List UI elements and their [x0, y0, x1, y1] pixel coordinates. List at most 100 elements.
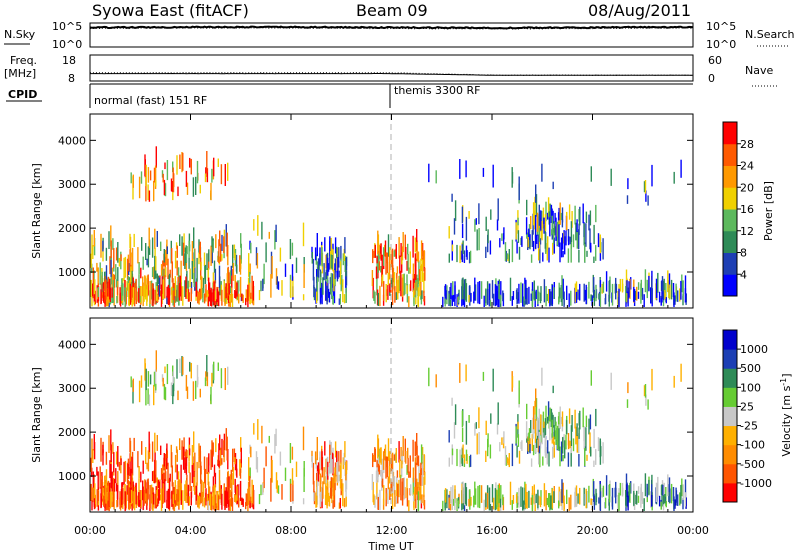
power-echo	[518, 176, 520, 201]
freq-unit-label: [MHz]	[4, 67, 36, 80]
velocity-echo	[156, 490, 158, 505]
velocity-colorbar-label-sup: -1	[779, 378, 788, 386]
power-echo	[448, 226, 450, 239]
velocity-echo	[226, 497, 229, 504]
velocity-echo	[468, 498, 470, 507]
power-echo	[574, 205, 576, 225]
nsearch-label: N.Search	[745, 28, 795, 41]
power-echo	[208, 282, 211, 302]
velocity-echo	[185, 457, 188, 467]
power-echo	[422, 250, 424, 265]
power-echo	[271, 256, 273, 279]
velocity-echo	[396, 482, 398, 504]
power-echo	[597, 233, 600, 248]
velocity-echo	[525, 483, 527, 504]
velocity-echo	[240, 463, 242, 473]
power-echo	[314, 247, 317, 261]
power-echo	[196, 160, 199, 184]
velocity-echo	[176, 464, 178, 480]
x-tick-label: 00:00	[677, 524, 709, 537]
power-echo	[176, 285, 178, 302]
velocity-echo	[256, 457, 259, 473]
velocity-echo	[203, 497, 206, 508]
power-echo	[129, 233, 131, 249]
power-echo	[377, 230, 379, 255]
power-echo	[643, 181, 646, 193]
power-echo	[599, 234, 601, 254]
velocity-echo	[140, 471, 142, 483]
power-echo	[400, 274, 402, 297]
power-echo	[166, 160, 169, 181]
nsky-frame	[89, 22, 694, 48]
power-echo	[179, 154, 181, 169]
power-echo	[585, 284, 587, 305]
power-echo	[90, 279, 92, 297]
velocity-echo	[123, 461, 125, 485]
velocity-echo	[492, 497, 495, 510]
velocity-echo	[224, 490, 226, 510]
power-echo	[154, 255, 156, 280]
velocity-echo	[319, 491, 322, 507]
velocity-echo	[465, 420, 468, 445]
velocity-echo	[126, 485, 128, 495]
velocity-echo	[605, 475, 608, 496]
velocity-echo	[277, 485, 280, 494]
power-echo	[474, 219, 476, 232]
power-echo	[421, 290, 423, 300]
power-echo	[511, 296, 513, 306]
power-echo	[233, 244, 236, 258]
power-echo	[404, 234, 406, 259]
colorbar-swatch	[723, 330, 737, 350]
power-echo	[147, 246, 150, 268]
power-echo	[395, 244, 397, 259]
velocity-echo	[393, 476, 396, 495]
power-echo	[252, 280, 254, 301]
power-echo	[246, 289, 248, 302]
velocity-echo	[212, 476, 215, 493]
velocity-echo	[595, 488, 597, 506]
power-echo	[388, 262, 391, 280]
power-echo	[147, 184, 149, 201]
power-echo	[93, 298, 96, 306]
velocity-echo	[465, 449, 468, 461]
power-echo	[171, 181, 173, 192]
power-echo	[135, 278, 137, 301]
velocity-echo	[91, 500, 93, 511]
power-echo	[332, 274, 334, 284]
power-echo	[400, 243, 402, 258]
time-axis-label: Time UT	[367, 540, 413, 553]
power-echo	[565, 230, 567, 246]
power-echo	[164, 249, 167, 257]
velocity-echo	[583, 427, 585, 450]
velocity-echo	[160, 445, 162, 455]
power-echo	[317, 258, 320, 278]
power-echo	[211, 243, 213, 264]
velocity-echo	[290, 483, 292, 502]
velocity-echo	[208, 481, 210, 502]
velocity-echo	[281, 484, 283, 500]
velocity-echo	[680, 363, 682, 382]
cpid-panel: CPID normal (fast) 151 RF themis 3300 RF	[6, 83, 693, 108]
velocity-echo	[498, 488, 500, 504]
velocity-echo	[618, 492, 620, 512]
velocity-echo	[568, 497, 570, 511]
power-echo	[195, 176, 197, 195]
velocity-echo	[157, 498, 159, 507]
power-echo	[115, 247, 118, 261]
power-echo	[93, 294, 95, 302]
colorbar-tick-label: -1000	[740, 477, 772, 490]
velocity-echo	[495, 489, 498, 510]
power-echo	[499, 294, 502, 304]
power-echo	[258, 290, 261, 301]
velocity-echo	[668, 477, 671, 497]
velocity-echo	[200, 465, 202, 475]
power-echo	[162, 173, 164, 183]
power-echo	[394, 286, 396, 303]
velocity-echo	[289, 443, 292, 464]
power-echo	[206, 168, 209, 183]
power-echo	[486, 288, 489, 305]
velocity-echo	[240, 437, 242, 452]
velocity-echo	[145, 368, 147, 391]
power-echo	[535, 184, 537, 203]
